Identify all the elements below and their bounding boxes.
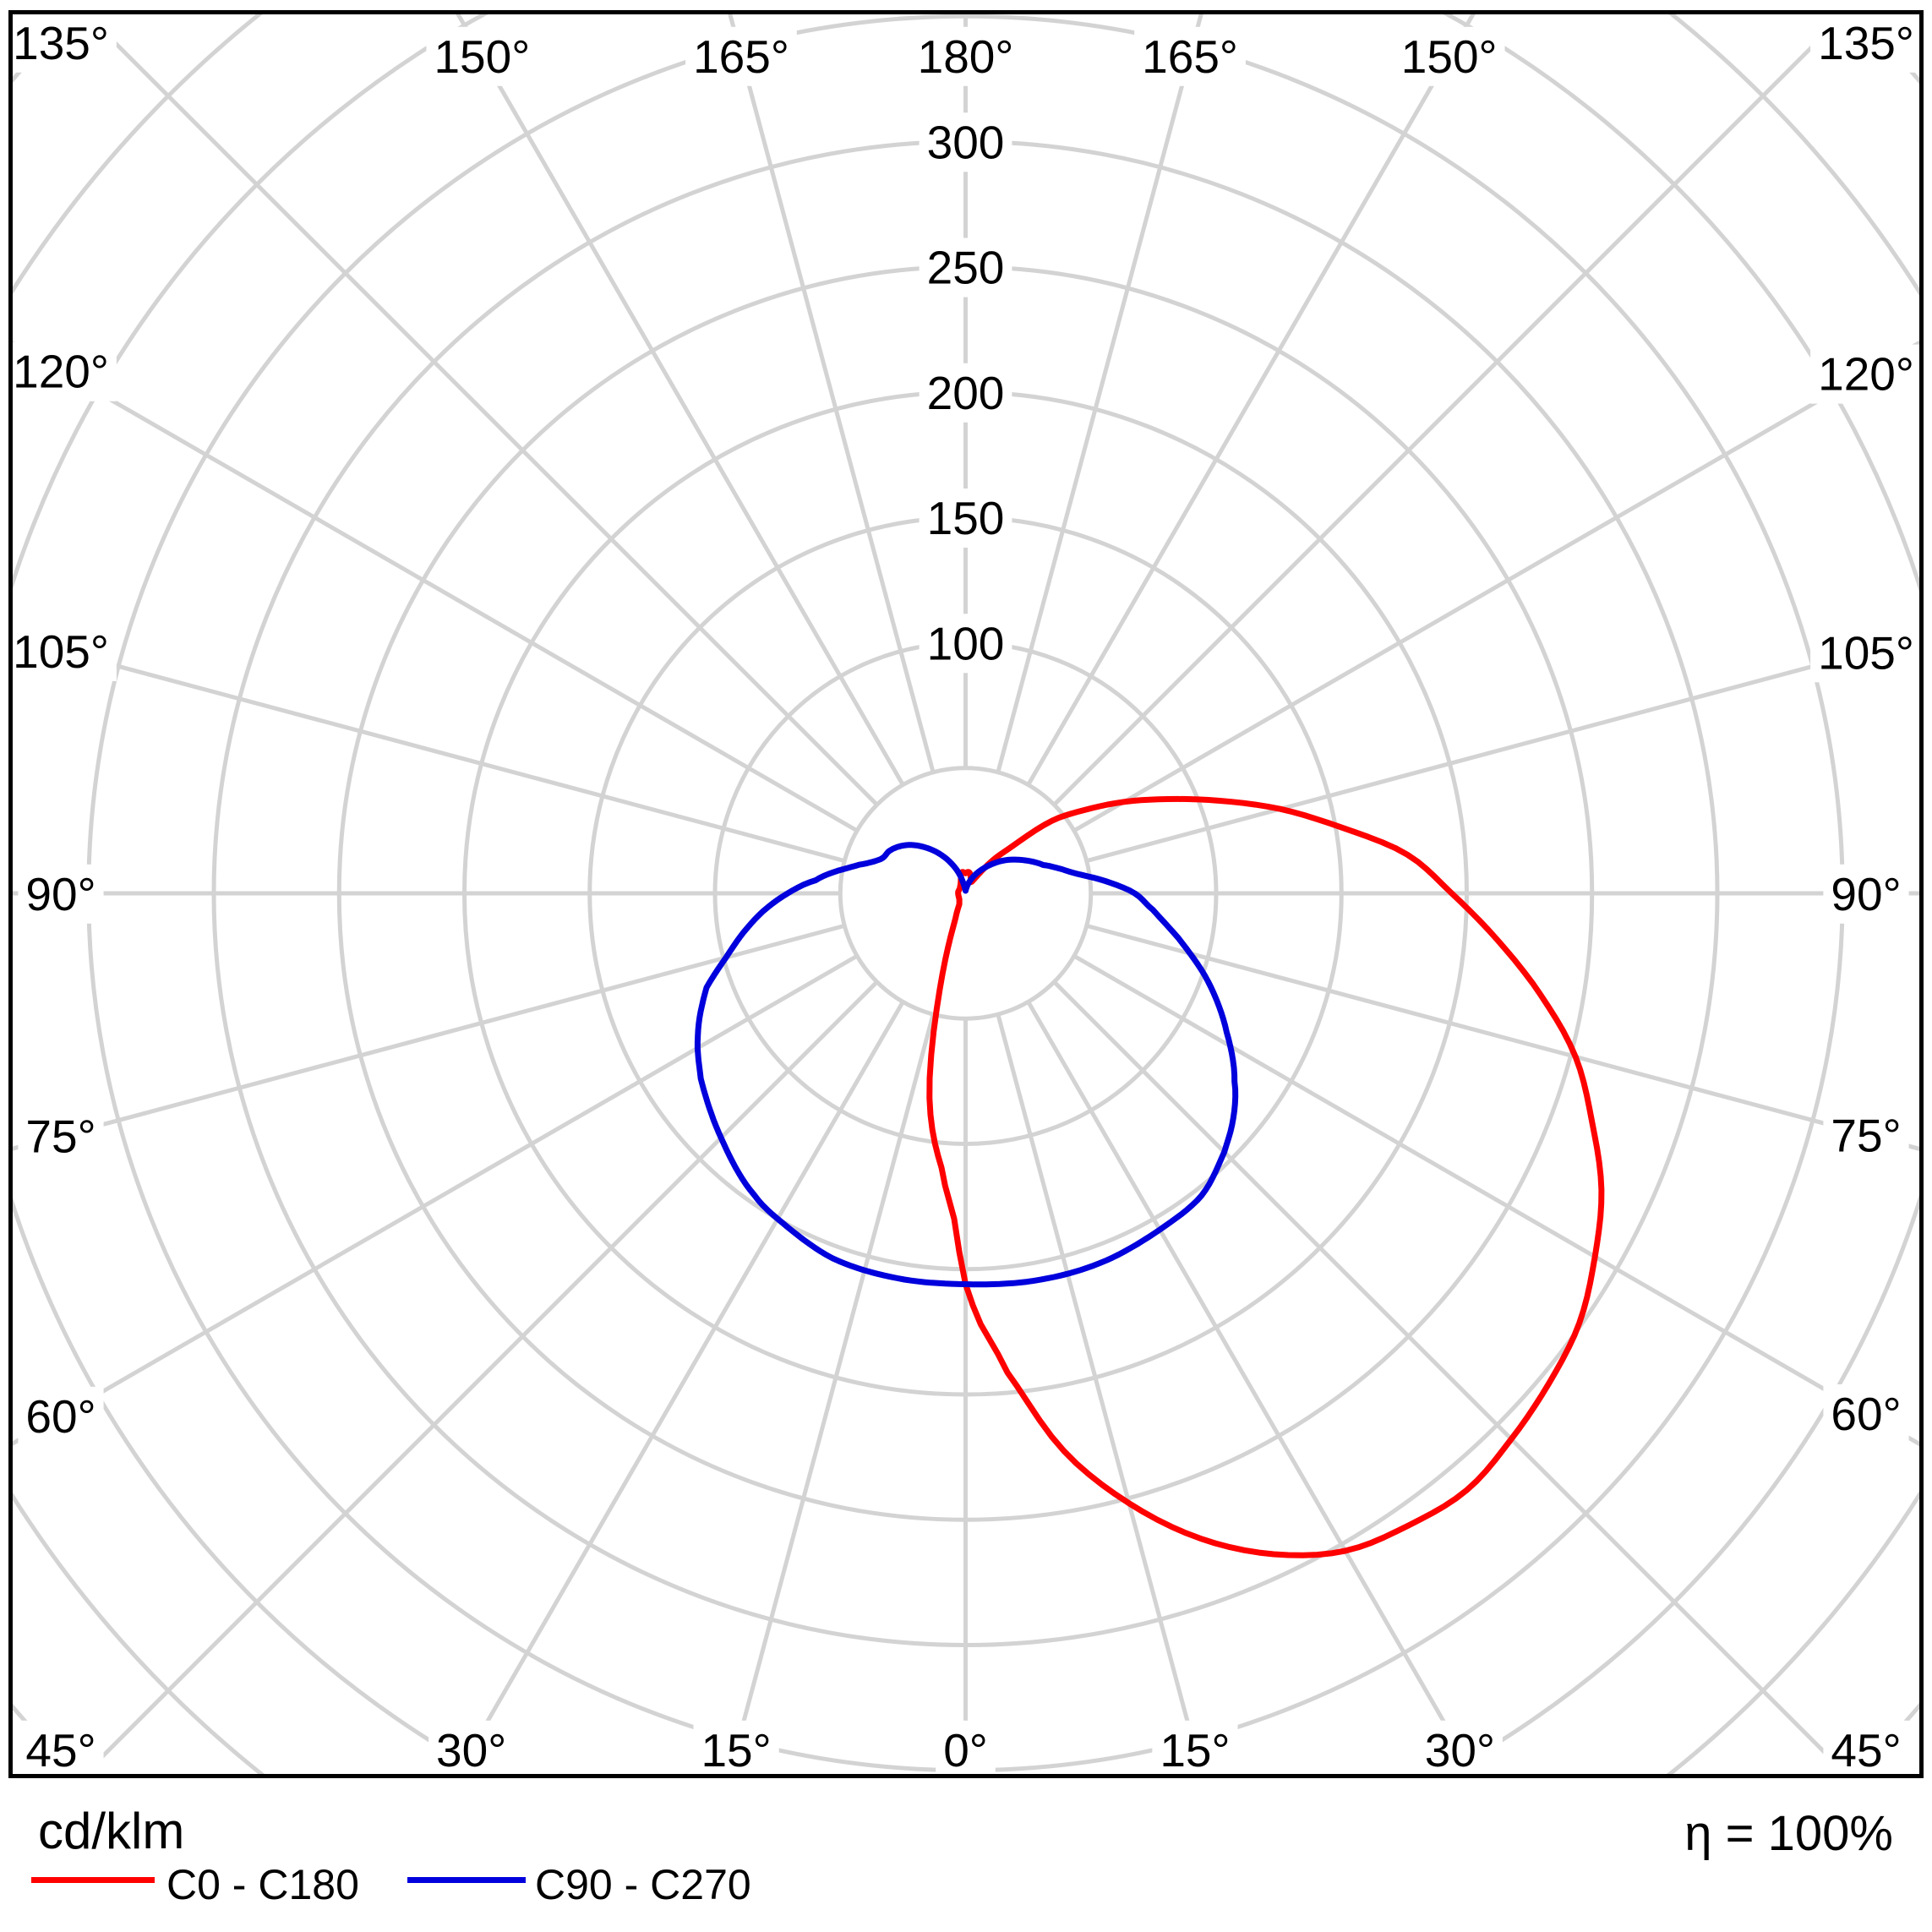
angle-label-0: 0° bbox=[936, 1720, 996, 1780]
angle-label-150-left: 150° bbox=[426, 26, 538, 86]
legend-label-c90: C90 - C270 bbox=[535, 1861, 751, 1908]
svg-text:105°: 105° bbox=[1818, 626, 1914, 679]
svg-text:30°: 30° bbox=[1425, 1724, 1495, 1776]
svg-text:165°: 165° bbox=[693, 30, 789, 83]
curves bbox=[694, 795, 1605, 1558]
svg-text:90°: 90° bbox=[25, 868, 96, 920]
radial-tick-100: 100 bbox=[919, 614, 1012, 674]
radial-tick-300: 300 bbox=[919, 112, 1012, 172]
angle-label-165: 165° bbox=[1134, 26, 1246, 86]
svg-text:75°: 75° bbox=[25, 1111, 96, 1163]
svg-text:300: 300 bbox=[927, 116, 1005, 168]
legend-label-c0: C0 - C180 bbox=[166, 1861, 359, 1908]
radial-tick-250: 250 bbox=[919, 237, 1012, 297]
angle-label-30-left: 30° bbox=[428, 1720, 515, 1780]
svg-text:0°: 0° bbox=[943, 1724, 988, 1776]
angle-label-120: 120° bbox=[1810, 344, 1922, 404]
svg-text:165°: 165° bbox=[1142, 30, 1238, 83]
chart-frame bbox=[8, 10, 1924, 1778]
angle-label-15: 15° bbox=[1152, 1720, 1238, 1780]
svg-text:15°: 15° bbox=[1160, 1724, 1230, 1776]
angle-label-90: 90° bbox=[1823, 864, 1909, 924]
svg-text:45°: 45° bbox=[25, 1724, 96, 1776]
angle-label-105-left: 105° bbox=[5, 621, 117, 681]
units-label: cd/klm bbox=[38, 1803, 185, 1859]
svg-text:135°: 135° bbox=[13, 17, 109, 69]
legend-line-c90 bbox=[407, 1877, 526, 1883]
angle-label-105: 105° bbox=[1810, 623, 1922, 683]
angle-label-60-left: 60° bbox=[18, 1386, 104, 1446]
legend: C0 - C180 C90 - C270 bbox=[0, 1856, 1932, 1924]
angle-label-150: 150° bbox=[1393, 26, 1505, 86]
angle-label-90-left: 90° bbox=[18, 864, 104, 924]
angle-label-15-left: 15° bbox=[693, 1720, 779, 1780]
svg-text:45°: 45° bbox=[1831, 1724, 1901, 1776]
svg-text:60°: 60° bbox=[25, 1390, 96, 1443]
svg-text:60°: 60° bbox=[1831, 1388, 1901, 1440]
curve-C90-C270 bbox=[694, 842, 1239, 1288]
angle-label-165-left: 165° bbox=[685, 26, 797, 86]
angle-label-45-left: 45° bbox=[18, 1720, 104, 1780]
angle-label-75-left: 75° bbox=[18, 1106, 104, 1166]
legend-line-c0 bbox=[31, 1877, 155, 1883]
efficiency-label: η = 100% bbox=[1684, 1806, 1893, 1861]
angle-label-60: 60° bbox=[1823, 1384, 1909, 1444]
svg-text:150°: 150° bbox=[1401, 30, 1498, 83]
angle-label-135: 135° bbox=[1810, 13, 1922, 73]
svg-text:250: 250 bbox=[927, 242, 1005, 294]
radial-tick-200: 200 bbox=[919, 363, 1012, 423]
svg-text:90°: 90° bbox=[1831, 868, 1901, 920]
angle-label-135-left: 135° bbox=[5, 13, 117, 73]
svg-text:75°: 75° bbox=[1831, 1109, 1901, 1161]
svg-text:30°: 30° bbox=[436, 1724, 506, 1776]
svg-text:135°: 135° bbox=[1818, 17, 1914, 69]
angle-label-45: 45° bbox=[1823, 1720, 1909, 1780]
svg-text:200: 200 bbox=[927, 367, 1005, 419]
angle-label-120-left: 120° bbox=[5, 341, 117, 401]
svg-text:150°: 150° bbox=[434, 30, 530, 83]
polar-chart: 100 150 200 250 300 0° 15° 15° 30° 30° 45° 45° 60° 60… bbox=[5, 10, 1924, 1780]
svg-text:120°: 120° bbox=[1818, 348, 1914, 401]
svg-text:15°: 15° bbox=[701, 1724, 771, 1776]
svg-text:100: 100 bbox=[927, 617, 1005, 669]
svg-text:120°: 120° bbox=[13, 346, 109, 398]
radial-tick-150: 150 bbox=[919, 488, 1012, 548]
svg-text:105°: 105° bbox=[13, 625, 109, 678]
angle-label-30: 30° bbox=[1416, 1720, 1503, 1780]
axis-labels: 100 150 200 250 300 0° 15° 15° 30° 30° 45° 45° 60° 60… bbox=[5, 13, 1922, 1780]
angle-label-180: 180° bbox=[909, 26, 1022, 86]
polar-grid bbox=[13, 14, 1919, 1774]
svg-text:150: 150 bbox=[927, 492, 1005, 544]
svg-text:180°: 180° bbox=[918, 30, 1014, 83]
angle-label-75: 75° bbox=[1823, 1105, 1909, 1165]
